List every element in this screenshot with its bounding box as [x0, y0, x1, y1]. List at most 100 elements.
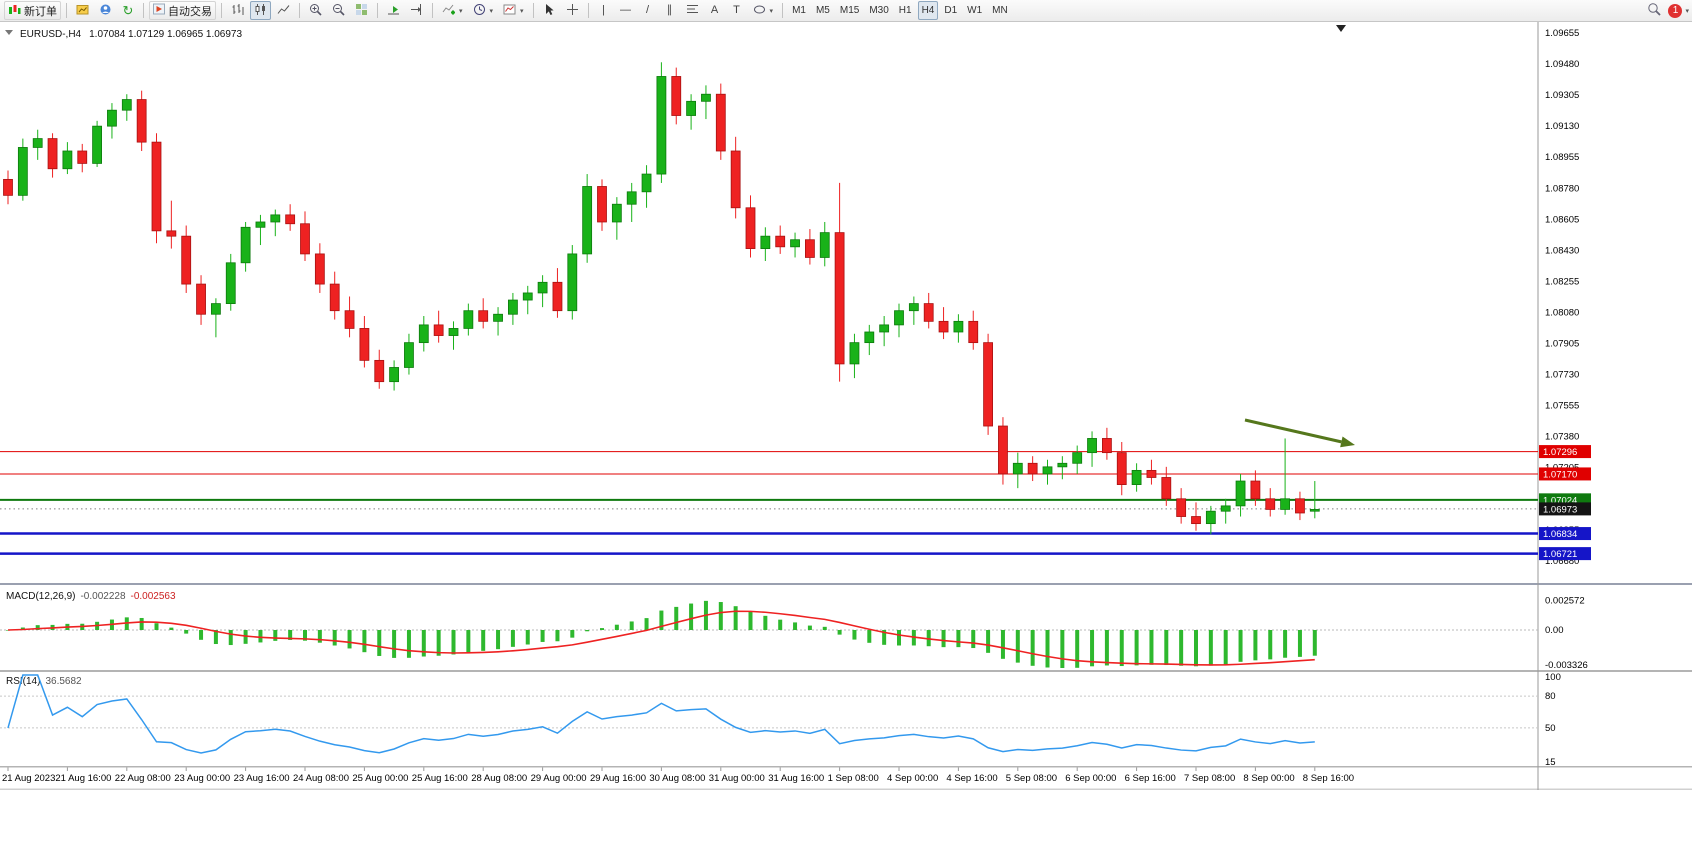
svg-text:50: 50 — [1545, 723, 1556, 734]
timeframe-m30-button[interactable]: M30 — [865, 1, 892, 20]
channel-button[interactable]: ∥ — [660, 1, 680, 20]
line-chart-type-button[interactable] — [273, 1, 294, 20]
svg-text:29 Aug 16:00: 29 Aug 16:00 — [590, 773, 646, 784]
refresh-button[interactable]: ↻ — [118, 1, 138, 20]
svg-text:4 Sep 00:00: 4 Sep 00:00 — [887, 773, 938, 784]
new-order-button[interactable]: 新订单 — [4, 1, 61, 20]
macd-panel[interactable] — [0, 600, 1538, 668]
new-chart-button[interactable] — [72, 1, 93, 20]
crosshair-icon — [566, 3, 579, 19]
toolbar-separator — [432, 3, 433, 18]
svg-text:4 Sep 16:00: 4 Sep 16:00 — [946, 773, 997, 784]
svg-text:21 Aug 16:00: 21 Aug 16:00 — [55, 773, 111, 784]
bar-chart-type-button[interactable] — [227, 1, 248, 20]
search-icon — [1647, 2, 1662, 19]
chart-shift-marker[interactable] — [1336, 25, 1346, 32]
svg-text:8 Sep 00:00: 8 Sep 00:00 — [1243, 773, 1294, 784]
fibonacci-button[interactable] — [682, 1, 703, 20]
trendline-icon: / — [646, 4, 650, 16]
panel-separator[interactable] — [0, 583, 1692, 585]
candlestick-chart-type-button[interactable] — [250, 1, 271, 20]
svg-text:29 Aug 00:00: 29 Aug 00:00 — [531, 773, 587, 784]
dropdown-caret-icon[interactable]: ▾ — [1685, 7, 1689, 15]
timeframe-m5-button[interactable]: M5 — [812, 1, 834, 20]
svg-text:1.07905: 1.07905 — [1545, 339, 1579, 350]
svg-text:1.07730: 1.07730 — [1545, 370, 1579, 381]
candlestick-series[interactable] — [3, 62, 1320, 535]
annotations[interactable] — [1244, 418, 1355, 448]
chart-shift-icon — [410, 3, 423, 19]
timeframe-h4-button[interactable]: H4 — [917, 1, 939, 20]
panel-separator[interactable] — [0, 670, 1692, 672]
timeframe-d1-button[interactable]: D1 — [940, 1, 961, 20]
dropdown-caret-icon: ▾ — [769, 7, 774, 15]
rsi-label: RSI(14) 36.5682 — [6, 676, 82, 687]
svg-text:-0.003326: -0.003326 — [1545, 660, 1588, 671]
clock-icon — [473, 3, 486, 19]
timeframe-mn-button[interactable]: MN — [988, 1, 1012, 20]
templates-button[interactable]: ▾ — [499, 1, 528, 20]
svg-text:1.06680: 1.06680 — [1545, 556, 1579, 567]
toolbar-separator — [532, 3, 534, 18]
vertical-line-button[interactable]: | — [594, 1, 614, 20]
cursor-button[interactable] — [539, 1, 560, 20]
chart-window[interactable]: EURUSD-,H4 1.07084 1.07129 1.06965 1.0697… — [0, 22, 1692, 790]
shapes-button[interactable]: ▾ — [749, 1, 778, 20]
horizontal-line-button[interactable]: — — [616, 1, 636, 20]
svg-text:21 Aug 2023: 21 Aug 2023 — [2, 773, 55, 784]
price-axis[interactable]: 1.09655 1.09480 1.09305 1.09130 1.08955 1.087… — [1539, 28, 1591, 768]
autoscroll-icon — [387, 3, 400, 19]
svg-text:6 Sep 00:00: 6 Sep 00:00 — [1065, 773, 1116, 784]
rsi-panel[interactable] — [0, 674, 1538, 754]
svg-text:6 Sep 16:00: 6 Sep 16:00 — [1125, 773, 1176, 784]
price-level-lines[interactable] — [0, 451, 1538, 555]
horizontal-line-icon: — — [620, 4, 632, 16]
autotrading-button[interactable]: 自动交易 — [149, 1, 216, 20]
dropdown-caret-icon: ▾ — [459, 7, 463, 15]
channel-icon: ∥ — [666, 4, 673, 16]
timeframe-w1-button[interactable]: W1 — [963, 1, 986, 20]
svg-text:31 Aug 16:00: 31 Aug 16:00 — [768, 773, 824, 784]
profiles-button[interactable] — [95, 1, 116, 20]
svg-text:1.07380: 1.07380 — [1545, 432, 1579, 443]
search-button[interactable] — [1643, 1, 1665, 20]
svg-text:1.07555: 1.07555 — [1545, 401, 1579, 412]
autotrading-label: 自动交易 — [168, 5, 212, 18]
text-tool-button[interactable]: A — [705, 1, 725, 20]
chart-canvas[interactable]: EURUSD-,H4 1.07084 1.07129 1.06965 1.0697… — [0, 22, 1692, 790]
svg-text:1.08255: 1.08255 — [1545, 276, 1579, 287]
chart-bottom-border — [0, 788, 1692, 790]
svg-text:23 Aug 16:00: 23 Aug 16:00 — [234, 773, 290, 784]
crosshair-button[interactable] — [562, 1, 583, 20]
zoom-out-button[interactable] — [328, 1, 349, 20]
trendline-button[interactable]: / — [638, 1, 658, 20]
toolbar-separator — [66, 3, 67, 18]
timeframe-m1-button[interactable]: M1 — [788, 1, 810, 20]
one-click-trading-collapse-icon[interactable] — [5, 30, 13, 35]
svg-text:1.07170: 1.07170 — [1543, 469, 1577, 480]
svg-text:0.00: 0.00 — [1545, 625, 1564, 636]
time-axis[interactable]: 21 Aug 2023 21 Aug 16:00 22 Aug 08:00 23 Au… — [2, 767, 1354, 785]
tile-windows-icon — [355, 3, 368, 19]
tile-windows-button[interactable] — [351, 1, 372, 20]
timeframe-h1-button[interactable]: H1 — [895, 1, 916, 20]
text-tool-icon: A — [710, 4, 719, 16]
notifications-badge[interactable]: 1 — [1668, 3, 1683, 18]
zoom-in-button[interactable] — [305, 1, 326, 20]
periodicity-button[interactable]: ▾ — [469, 1, 498, 20]
main-toolbar: 新订单 ↻ 自动交易 ▾ ▾ — [0, 0, 1692, 22]
toolbar-right-group: 1 ▾ — [1642, 1, 1689, 20]
chart-shift-button[interactable] — [406, 1, 427, 20]
autoscroll-button[interactable] — [383, 1, 404, 20]
svg-text:25 Aug 00:00: 25 Aug 00:00 — [352, 773, 408, 784]
timeframe-m15-button[interactable]: M15 — [836, 1, 863, 20]
svg-text:30 Aug 08:00: 30 Aug 08:00 — [649, 773, 705, 784]
svg-text:15: 15 — [1545, 757, 1556, 768]
svg-text:1.06973: 1.06973 — [1543, 504, 1577, 515]
svg-text:1.09305: 1.09305 — [1545, 90, 1579, 101]
svg-text:1.08780: 1.08780 — [1545, 183, 1579, 194]
svg-text:0.002572: 0.002572 — [1545, 595, 1585, 606]
label-tool-button[interactable]: T — [727, 1, 747, 20]
indicators-button[interactable]: ▾ — [438, 1, 467, 20]
cursor-icon — [543, 3, 556, 19]
